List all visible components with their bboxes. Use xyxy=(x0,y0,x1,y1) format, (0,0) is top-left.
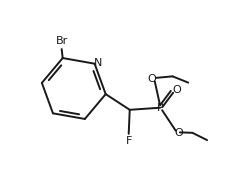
Text: O: O xyxy=(147,75,156,84)
Text: P: P xyxy=(157,103,164,113)
Text: O: O xyxy=(174,128,183,138)
Text: Br: Br xyxy=(56,36,68,46)
Text: O: O xyxy=(173,85,182,95)
Text: N: N xyxy=(94,58,102,68)
Text: F: F xyxy=(126,136,132,146)
